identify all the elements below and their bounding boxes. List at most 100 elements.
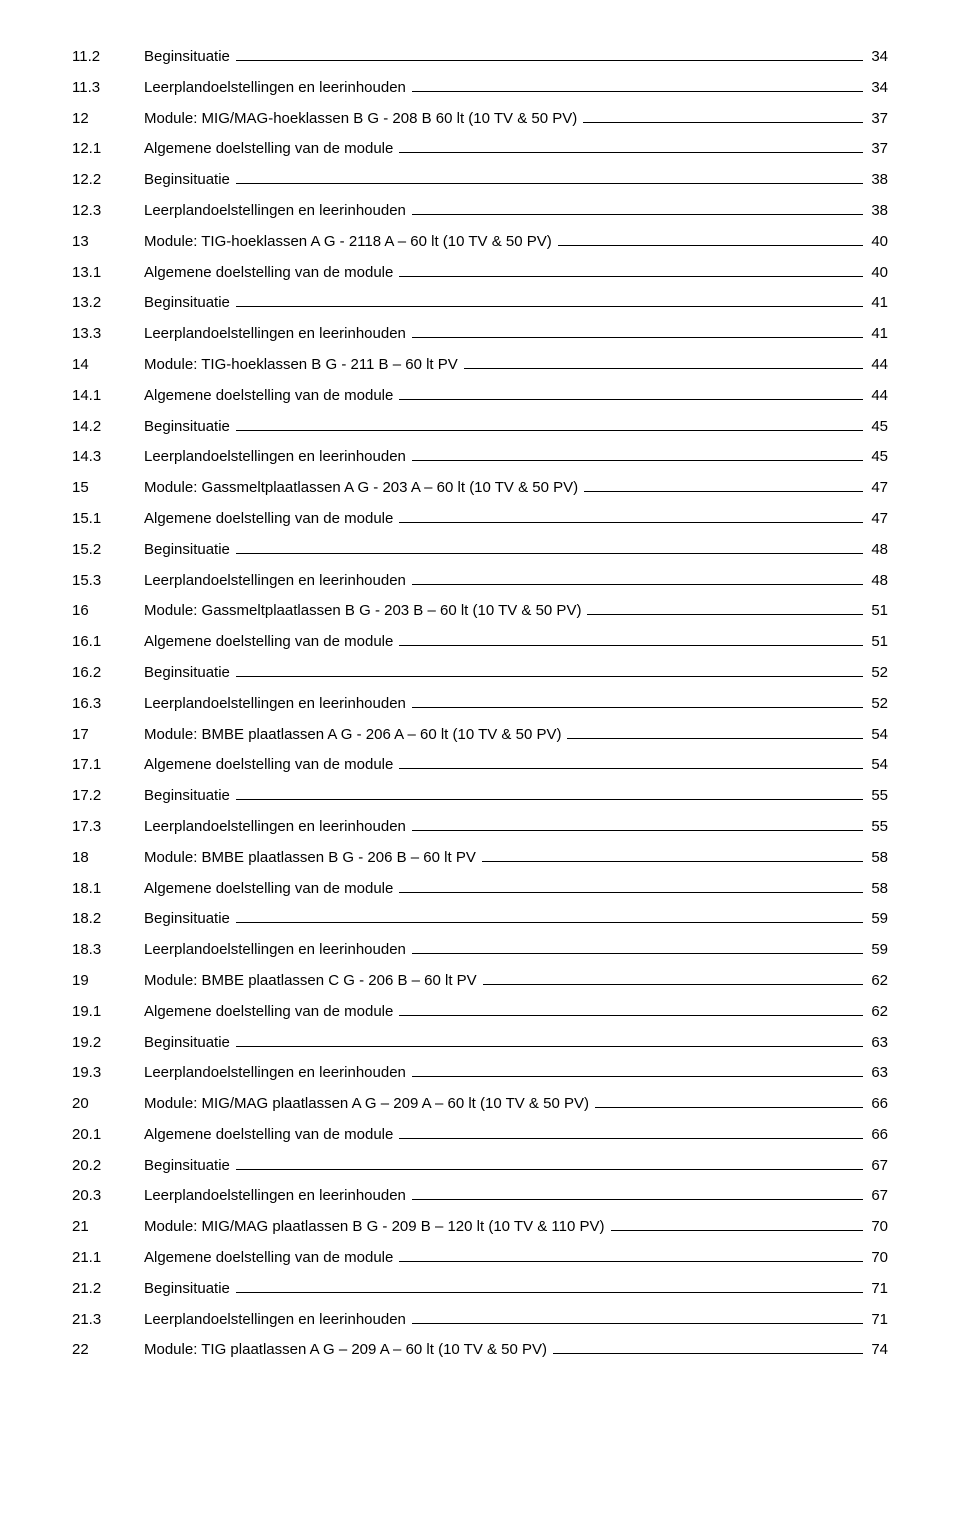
toc-entry-page: 54 <box>867 756 888 773</box>
toc-leader-line <box>412 1323 863 1324</box>
toc-entry-label: Beginsituatie <box>144 787 234 804</box>
toc-entry-label: Algemene doelstelling van de module <box>144 880 397 897</box>
toc-entry-page: 54 <box>867 726 888 743</box>
toc-entry-number: 13.3 <box>72 325 144 342</box>
toc-entry: 18.3Leerplandoelstellingen en leerinhoud… <box>72 941 888 958</box>
toc-entry-label: Leerplandoelstellingen en leerinhouden <box>144 448 410 465</box>
toc-entry-label: Beginsituatie <box>144 910 234 927</box>
toc-entry-number: 20 <box>72 1095 144 1112</box>
toc-entry-label: Leerplandoelstellingen en leerinhouden <box>144 695 410 712</box>
toc-entry: 21.1Algemene doelstelling van de module7… <box>72 1249 888 1266</box>
toc-entry-page: 70 <box>867 1249 888 1266</box>
toc-entry-number: 22 <box>72 1341 144 1358</box>
toc-entry-page: 40 <box>867 264 888 281</box>
toc-entry-page: 41 <box>867 325 888 342</box>
toc-entry-number: 19.2 <box>72 1034 144 1051</box>
toc-entry-page: 45 <box>867 418 888 435</box>
toc-entry-label: Beginsituatie <box>144 418 234 435</box>
toc-entry-page: 62 <box>867 972 888 989</box>
toc-entry: 12.3Leerplandoelstellingen en leerinhoud… <box>72 202 888 219</box>
toc-entry-page: 38 <box>867 171 888 188</box>
toc-entry: 15Module: Gassmeltplaatlassen A G - 203 … <box>72 479 888 496</box>
toc-entry-number: 16.2 <box>72 664 144 681</box>
toc-entry-page: 55 <box>867 818 888 835</box>
toc-entry-page: 51 <box>867 602 888 619</box>
toc-entry-number: 15.3 <box>72 572 144 589</box>
toc-entry-page: 34 <box>867 48 888 65</box>
toc-entry: 20.3Leerplandoelstellingen en leerinhoud… <box>72 1187 888 1204</box>
toc-entry-number: 17 <box>72 726 144 743</box>
toc-entry-label: Algemene doelstelling van de module <box>144 264 397 281</box>
toc-entry-number: 18 <box>72 849 144 866</box>
toc-leader-line <box>399 1138 863 1139</box>
toc-entry: 16.1Algemene doelstelling van de module5… <box>72 633 888 650</box>
toc-entry-label: Leerplandoelstellingen en leerinhouden <box>144 1187 410 1204</box>
toc-entry: 19.2Beginsituatie63 <box>72 1034 888 1051</box>
toc-entry-label: Beginsituatie <box>144 48 234 65</box>
toc-leader-line <box>399 522 863 523</box>
toc-entry: 21.2Beginsituatie71 <box>72 1280 888 1297</box>
toc-entry-number: 18.1 <box>72 880 144 897</box>
toc-leader-line <box>399 892 863 893</box>
toc-entry-label: Module: MIG/MAG plaatlassen B G - 209 B … <box>144 1218 609 1235</box>
toc-entry-page: 58 <box>867 880 888 897</box>
toc-leader-line <box>412 953 863 954</box>
toc-entry-number: 13 <box>72 233 144 250</box>
toc-entry-page: 71 <box>867 1311 888 1328</box>
toc-entry: 19.1Algemene doelstelling van de module6… <box>72 1003 888 1020</box>
toc-entry-label: Module: TIG-hoeklassen A G - 2118 A – 60… <box>144 233 556 250</box>
toc-entry-number: 21.2 <box>72 1280 144 1297</box>
toc-entry-number: 21.3 <box>72 1311 144 1328</box>
toc-entry-number: 12.3 <box>72 202 144 219</box>
toc-entry-label: Leerplandoelstellingen en leerinhouden <box>144 818 410 835</box>
toc-entry-number: 16 <box>72 602 144 619</box>
toc-entry-number: 18.2 <box>72 910 144 927</box>
toc-leader-line <box>483 984 864 985</box>
toc-entry-page: 71 <box>867 1280 888 1297</box>
toc-entry-page: 38 <box>867 202 888 219</box>
toc-entry: 20Module: MIG/MAG plaatlassen A G – 209 … <box>72 1095 888 1112</box>
toc-entry: 19Module: BMBE plaatlassen C G - 206 B –… <box>72 972 888 989</box>
toc-entry-page: 37 <box>867 110 888 127</box>
toc-entry: 18.1Algemene doelstelling van de module 5… <box>72 880 888 897</box>
toc-leader-line <box>399 768 863 769</box>
toc-entry-page: 63 <box>867 1064 888 1081</box>
toc-entry: 13.3Leerplandoelstellingen en leerinhoud… <box>72 325 888 342</box>
table-of-contents: 11.2Beginsituatie3411.3Leerplandoelstell… <box>72 48 888 1358</box>
toc-entry: 16.3Leerplandoelstellingen en leerinhoud… <box>72 695 888 712</box>
toc-leader-line <box>412 460 863 461</box>
toc-entry: 12.2Beginsituatie38 <box>72 171 888 188</box>
toc-entry-label: Beginsituatie <box>144 294 234 311</box>
toc-entry-label: Module: MIG/MAG plaatlassen A G – 209 A … <box>144 1095 593 1112</box>
toc-entry-page: 44 <box>867 387 888 404</box>
toc-leader-line <box>399 1261 863 1262</box>
toc-leader-line <box>584 491 863 492</box>
toc-entry-number: 13.2 <box>72 294 144 311</box>
toc-entry: 11.3Leerplandoelstellingen en leerinhoud… <box>72 79 888 96</box>
toc-leader-line <box>482 861 863 862</box>
toc-entry-label: Algemene doelstelling van de module <box>144 1249 397 1266</box>
toc-entry-label: Module: BMBE plaatlassen C G - 206 B – 6… <box>144 972 481 989</box>
toc-leader-line <box>587 614 863 615</box>
toc-leader-line <box>236 183 863 184</box>
toc-entry-page: 41 <box>867 294 888 311</box>
toc-leader-line <box>412 584 863 585</box>
toc-entry: 16Module: Gassmeltplaatlassen B G - 203 … <box>72 602 888 619</box>
toc-entry-number: 14.2 <box>72 418 144 435</box>
toc-leader-line <box>595 1107 863 1108</box>
toc-entry-page: 74 <box>867 1341 888 1358</box>
toc-entry: 17Module: BMBE plaatlassen A G - 206 A –… <box>72 726 888 743</box>
toc-entry-page: 67 <box>867 1187 888 1204</box>
toc-leader-line <box>236 922 863 923</box>
toc-entry-page: 44 <box>867 356 888 373</box>
toc-leader-line <box>412 1199 863 1200</box>
toc-entry-number: 15.1 <box>72 510 144 527</box>
toc-entry-label: Algemene doelstelling van de module <box>144 633 397 650</box>
toc-entry-label: Module: Gassmeltplaatlassen A G - 203 A … <box>144 479 582 496</box>
toc-entry-number: 12.1 <box>72 140 144 157</box>
toc-entry: 22Module: TIG plaatlassen A G – 209 A – … <box>72 1341 888 1358</box>
toc-entry-number: 17.2 <box>72 787 144 804</box>
toc-entry-label: Beginsituatie <box>144 664 234 681</box>
toc-entry-label: Module: BMBE plaatlassen A G - 206 A – 6… <box>144 726 565 743</box>
toc-entry: 11.2Beginsituatie34 <box>72 48 888 65</box>
